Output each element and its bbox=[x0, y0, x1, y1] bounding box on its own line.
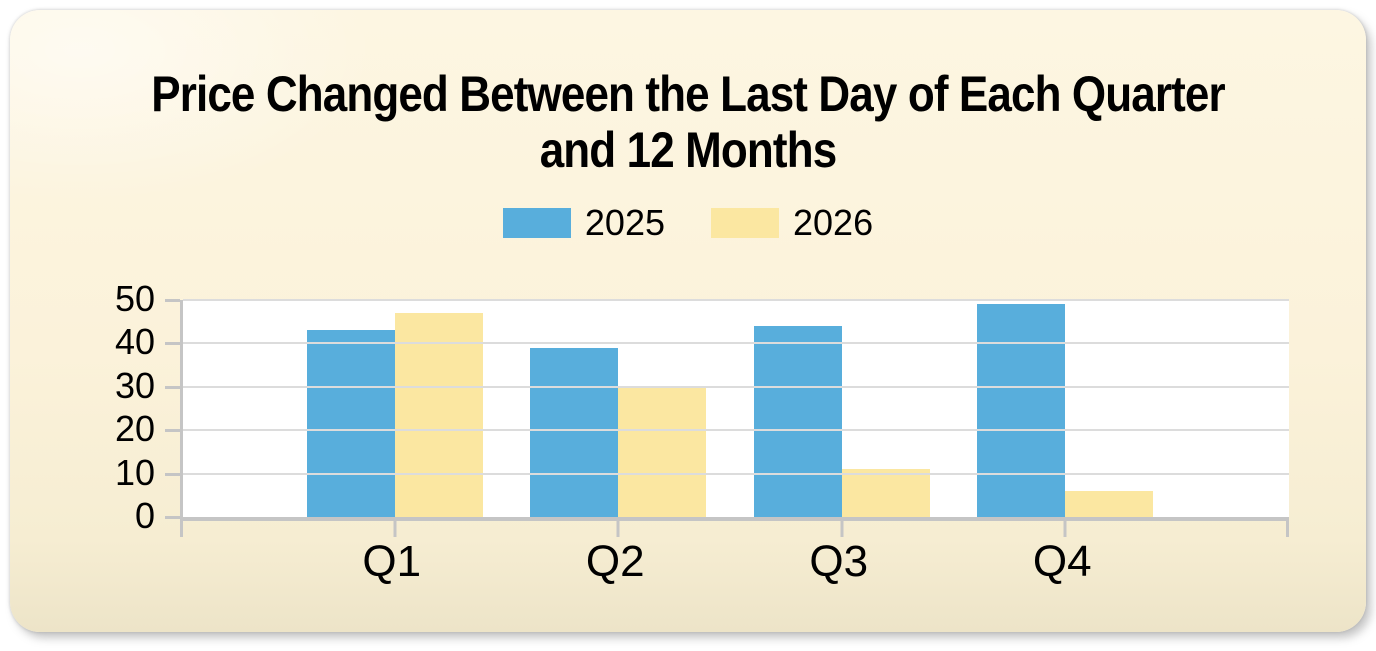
bar-2026-Q2 bbox=[618, 386, 707, 517]
x-axis-tick bbox=[393, 521, 397, 537]
x-tick-label: Q4 bbox=[1032, 537, 1092, 586]
bar-2026-Q3 bbox=[841, 469, 930, 517]
bar-group-Q2 bbox=[507, 300, 731, 537]
y-tick-label: 50 bbox=[114, 278, 155, 319]
bar-group-Q1 bbox=[283, 300, 507, 537]
chart-legend: 2025 2026 bbox=[10, 202, 1366, 244]
gridline-40 bbox=[183, 342, 1289, 345]
plot-area: 0 10 20 30 40 50 bbox=[115, 278, 1289, 537]
y-tick-label: 20 bbox=[114, 408, 155, 450]
y-axis-tick bbox=[165, 472, 180, 476]
bar-2026-Q1 bbox=[394, 313, 483, 517]
y-tick-label: 40 bbox=[114, 321, 155, 363]
gridline-20 bbox=[183, 429, 1289, 432]
legend-label: 2025 bbox=[584, 202, 665, 243]
y-axis-tick bbox=[165, 299, 180, 302]
chart-title: Price Changed Between the Last Day of Ea… bbox=[91, 66, 1284, 178]
legend-label: 2026 bbox=[793, 202, 874, 243]
chart-card: Price Changed Between the Last Day of Ea… bbox=[10, 10, 1366, 632]
bar-group-Q4 bbox=[954, 300, 1178, 537]
chart-title-line2: and 12 Months bbox=[539, 122, 837, 178]
gridline-10 bbox=[183, 472, 1289, 475]
legend-item-2025: 2025 bbox=[502, 202, 665, 244]
legend-item-2026: 2026 bbox=[711, 202, 873, 244]
x-tick-label: Q1 bbox=[362, 537, 422, 586]
bar-2025-Q3 bbox=[753, 326, 842, 517]
legend-swatch-2026 bbox=[711, 208, 779, 238]
bar-2025-Q1 bbox=[306, 330, 395, 517]
chart-title-line1: Price Changed Between the Last Day of Ea… bbox=[151, 66, 1225, 122]
x-axis-tick bbox=[1063, 521, 1067, 537]
y-tick-label: 10 bbox=[114, 451, 155, 493]
y-axis-tick bbox=[165, 342, 180, 346]
axis-right-tick bbox=[1286, 521, 1289, 537]
x-axis-tick bbox=[616, 521, 620, 537]
gridline-30 bbox=[183, 385, 1289, 388]
x-tick-label: Q3 bbox=[809, 537, 869, 586]
bar-2025-Q2 bbox=[530, 347, 619, 517]
y-axis-tick bbox=[165, 516, 180, 519]
bar-2026-Q4 bbox=[1065, 491, 1154, 517]
y-axis-tick bbox=[165, 385, 180, 389]
axis-corner-tick bbox=[180, 521, 183, 537]
x-tick-label: Q2 bbox=[585, 537, 645, 586]
bar-group-Q3 bbox=[730, 300, 954, 537]
bar-2025-Q4 bbox=[977, 304, 1066, 517]
bar-groups bbox=[183, 300, 1289, 537]
gridline-50 bbox=[183, 299, 1289, 301]
y-axis-tick bbox=[165, 429, 180, 433]
y-tick-label: 30 bbox=[114, 364, 155, 406]
legend-swatch-2025 bbox=[502, 208, 571, 238]
x-axis-tick bbox=[840, 521, 844, 537]
x-axis-labels: Q1 Q2 Q3 Q4 bbox=[180, 537, 1286, 587]
y-tick-label: 0 bbox=[134, 495, 155, 536]
